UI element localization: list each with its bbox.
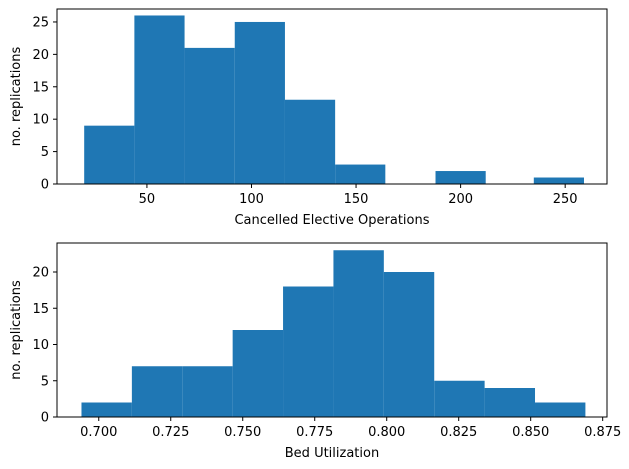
y-tick-label: 0 <box>41 178 49 193</box>
x-axis-label: Cancelled Elective Operations <box>234 213 429 228</box>
y-tick-label: 0 <box>41 411 49 426</box>
axes-frame <box>56 8 608 185</box>
x-tick-label: 0.750 <box>224 425 261 440</box>
histogram-bar <box>283 286 334 417</box>
y-tick-label: 15 <box>32 80 49 95</box>
bars-group <box>81 250 586 417</box>
x-tick-label: 0.800 <box>368 425 405 440</box>
histogram-bar <box>184 47 235 185</box>
x-tick-label: 250 <box>553 192 578 207</box>
x-tick-label: 0.825 <box>440 425 477 440</box>
histogram-bar <box>134 15 185 185</box>
histogram-bar <box>383 272 435 417</box>
x-ticks: 0.700 0.725 0.750 0.775 0.800 0.825 0.850 0.875 <box>80 417 621 440</box>
histogram-bar <box>182 366 233 417</box>
histogram-bar <box>535 402 586 417</box>
y-ticks: 0 5 10 15 20 <box>32 266 57 426</box>
y-tick-label: 5 <box>41 374 49 389</box>
histogram-cancelled-operations: 50 100 150 200 250 0 5 10 15 20 25 Cancelled Elec… <box>9 8 608 228</box>
y-tick-label: 10 <box>32 338 49 353</box>
bars-group <box>84 15 584 185</box>
y-tick-label: 10 <box>32 113 49 128</box>
histogram-bar <box>81 402 132 417</box>
histogram-bar <box>434 380 485 417</box>
x-axis-label: Bed Utilization <box>285 446 379 461</box>
y-tick-label: 25 <box>32 15 49 30</box>
y-ticks: 0 5 10 15 20 25 <box>32 15 57 193</box>
histogram-bar <box>533 177 584 184</box>
histogram-bar <box>435 171 486 184</box>
y-tick-label: 20 <box>32 48 49 63</box>
x-tick-label: 0.725 <box>152 425 189 440</box>
y-axis-label: no. replications <box>9 47 24 147</box>
y-axis-label: no. replications <box>9 280 24 380</box>
x-tick-label: 0.775 <box>296 425 333 440</box>
y-tick-label: 15 <box>32 302 49 317</box>
x-tick-label: 100 <box>239 192 264 207</box>
histogram-bar <box>232 330 284 417</box>
x-tick-label: 0.850 <box>512 425 549 440</box>
y-tick-label: 20 <box>32 266 49 281</box>
axes-frame <box>56 242 608 418</box>
x-tick-label: 0.875 <box>584 425 621 440</box>
histogram-bar <box>284 99 336 184</box>
histogram-bar <box>484 388 536 417</box>
histogram-bar <box>335 164 386 184</box>
x-ticks: 50 100 150 200 250 <box>139 184 578 207</box>
histogram-bar <box>84 125 135 184</box>
x-tick-label: 150 <box>344 192 369 207</box>
x-tick-label: 50 <box>139 192 156 207</box>
histogram-bar <box>234 21 285 184</box>
histogram-bar <box>333 250 384 417</box>
y-tick-label: 5 <box>41 145 49 160</box>
x-tick-label: 200 <box>448 192 473 207</box>
x-tick-label: 0.700 <box>80 425 117 440</box>
histogram-bed-utilization: 0.700 0.725 0.750 0.775 0.800 0.825 0.850 0.875… <box>9 242 621 461</box>
histogram-bar <box>131 366 183 417</box>
